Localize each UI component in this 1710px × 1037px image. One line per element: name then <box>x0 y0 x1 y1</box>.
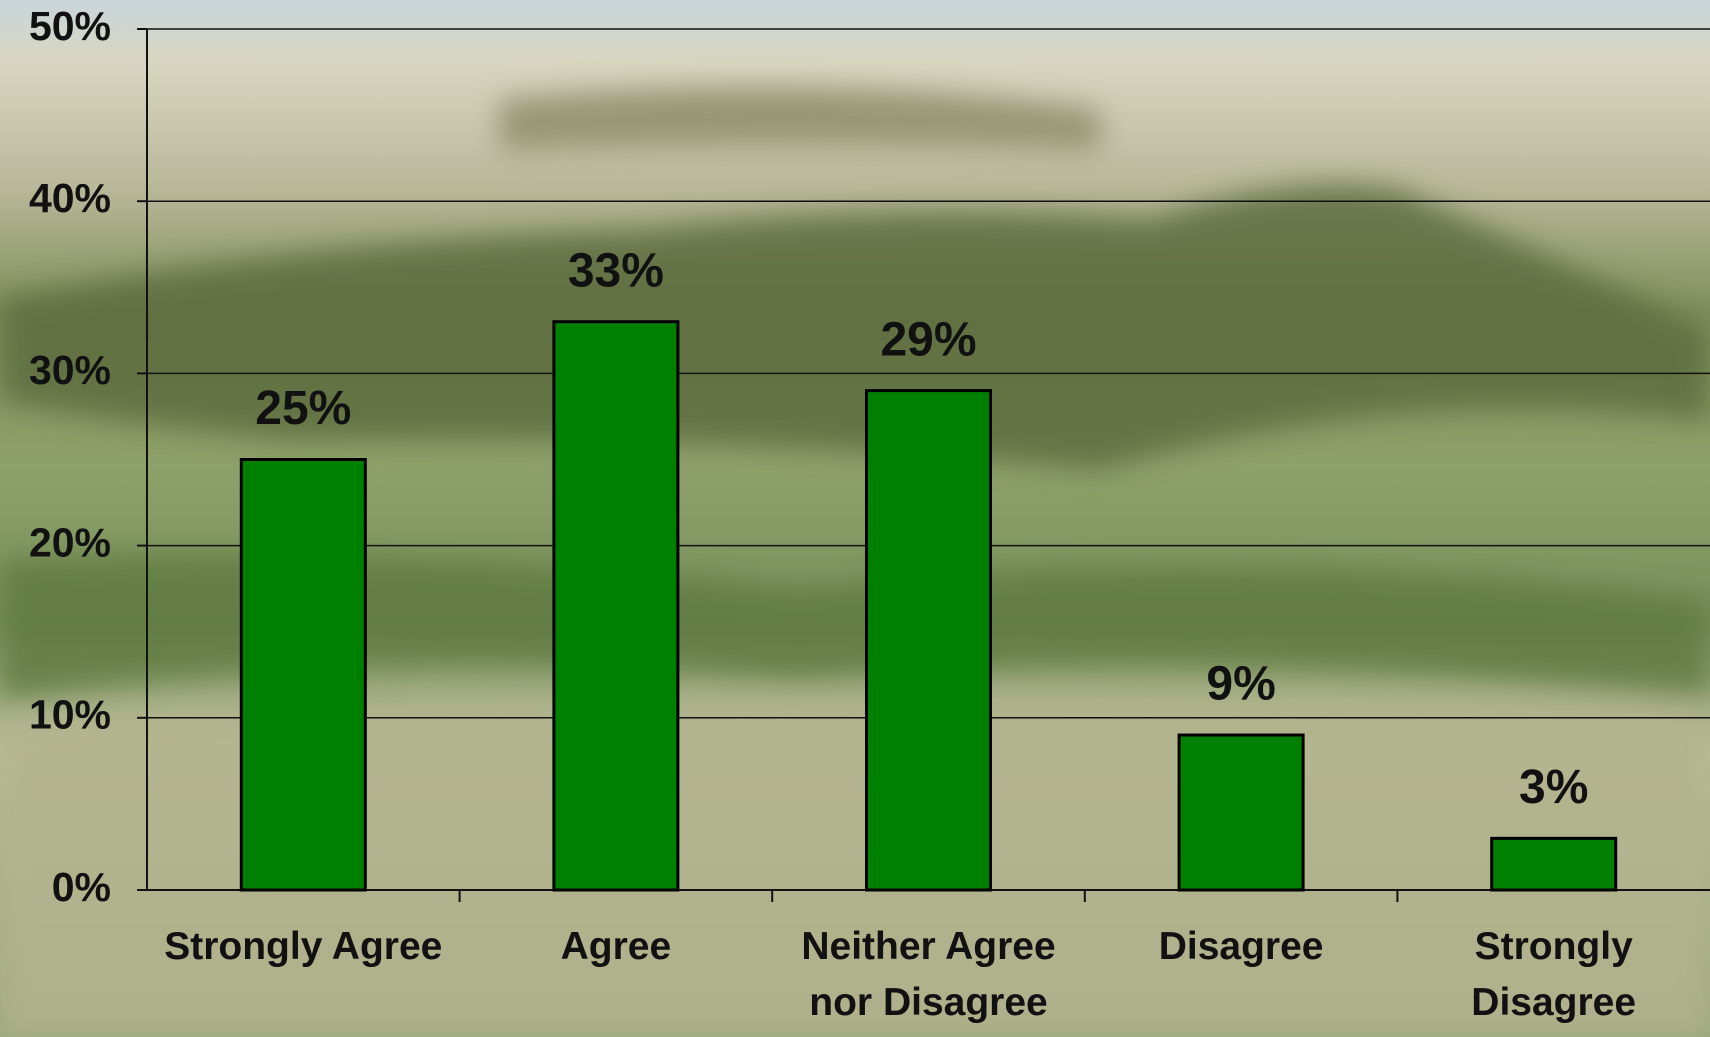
y-tick-label: 10% <box>29 692 111 738</box>
value-label: 3% <box>1519 761 1588 814</box>
value-label: 33% <box>568 244 664 297</box>
x-tick-label: Strongly Disagree <box>1404 919 1704 1031</box>
x-tick-label: Neither Agree nor Disagree <box>779 919 1079 1031</box>
value-label: 29% <box>880 313 976 366</box>
x-tick-label: Agree <box>466 919 766 975</box>
chart: 0% 10% 20% 30% 40% 50% 25% 33% 29% 9% 3% <box>0 0 1710 1037</box>
bar <box>1492 838 1616 890</box>
page: 0%10%20%30%40%50%25%33%29%9%3% (() => { … <box>0 0 1710 1037</box>
y-tick-label: 30% <box>29 347 111 393</box>
x-tick-label: Strongly Agree <box>153 919 453 975</box>
y-tick-label: 40% <box>29 175 111 221</box>
bar <box>867 391 991 890</box>
value-label: 25% <box>255 382 351 435</box>
bar <box>554 322 678 890</box>
bar <box>1179 735 1303 890</box>
y-tick-label: 0% <box>52 864 111 910</box>
x-tick-label: Disagree <box>1091 919 1391 975</box>
bar <box>241 460 365 891</box>
value-label: 9% <box>1206 658 1275 711</box>
y-tick-label: 50% <box>29 3 111 49</box>
y-tick-label: 20% <box>29 519 111 565</box>
